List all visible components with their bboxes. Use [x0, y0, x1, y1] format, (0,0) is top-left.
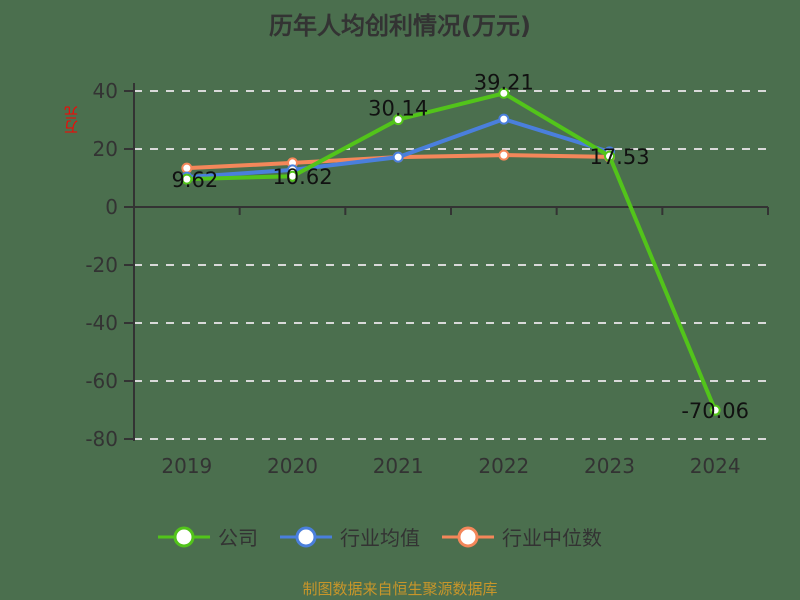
data-label: 39.21 — [474, 70, 534, 94]
legend-label: 行业均值 — [340, 526, 420, 550]
data-point[interactable] — [498, 87, 510, 99]
data-point[interactable] — [604, 150, 615, 162]
y-tick-label: -20 — [85, 253, 118, 277]
data-point[interactable] — [709, 404, 721, 416]
y-tick-label: 0 — [105, 195, 118, 219]
data-label: 30.14 — [368, 97, 428, 121]
chart-title: 历年人均创利情况(万元) — [269, 12, 531, 40]
x-tick-label: 2024 — [690, 454, 741, 478]
legend-marker-icon — [158, 526, 210, 547]
data-point[interactable] — [287, 170, 298, 182]
legend-item-industry-median[interactable]: 行业中位数 — [442, 522, 602, 551]
data-point[interactable] — [392, 114, 404, 126]
data-label: 9.62 — [171, 168, 218, 192]
legend-marker-icon — [280, 526, 332, 547]
y-tick-label: 20 — [93, 137, 118, 161]
x-tick-label: 2023 — [584, 454, 635, 478]
legend-label: 公司 — [218, 526, 258, 550]
x-tick-label: 2020 — [267, 454, 318, 478]
data-label: 10.62 — [272, 165, 332, 189]
series-line — [186, 91, 718, 411]
data-point[interactable] — [498, 113, 510, 125]
legend-item-company[interactable]: 公司 — [158, 522, 258, 551]
y-tick-label: 40 — [93, 79, 118, 103]
data-label: -70.06 — [681, 399, 749, 423]
y-tick-label: -80 — [85, 427, 118, 451]
legend: 公司 行业均值 行业中位数 — [158, 522, 602, 551]
data-point[interactable] — [181, 173, 193, 185]
x-tick-label: 2019 — [161, 454, 212, 478]
data-point[interactable] — [392, 151, 404, 163]
x-tick-label: 2022 — [478, 454, 529, 478]
legend-label: 行业中位数 — [502, 526, 602, 550]
x-tick-label: 2021 — [373, 454, 424, 478]
y-tick-label: -60 — [85, 369, 118, 393]
legend-item-industry-average[interactable]: 行业均值 — [280, 522, 420, 551]
data-source-note: 制图数据来自恒生聚源数据库 — [302, 580, 498, 598]
data-point[interactable] — [498, 149, 510, 161]
legend-marker-icon — [442, 526, 494, 547]
y-tick-label: -40 — [85, 311, 118, 335]
data-label: 17.53 — [589, 145, 649, 169]
